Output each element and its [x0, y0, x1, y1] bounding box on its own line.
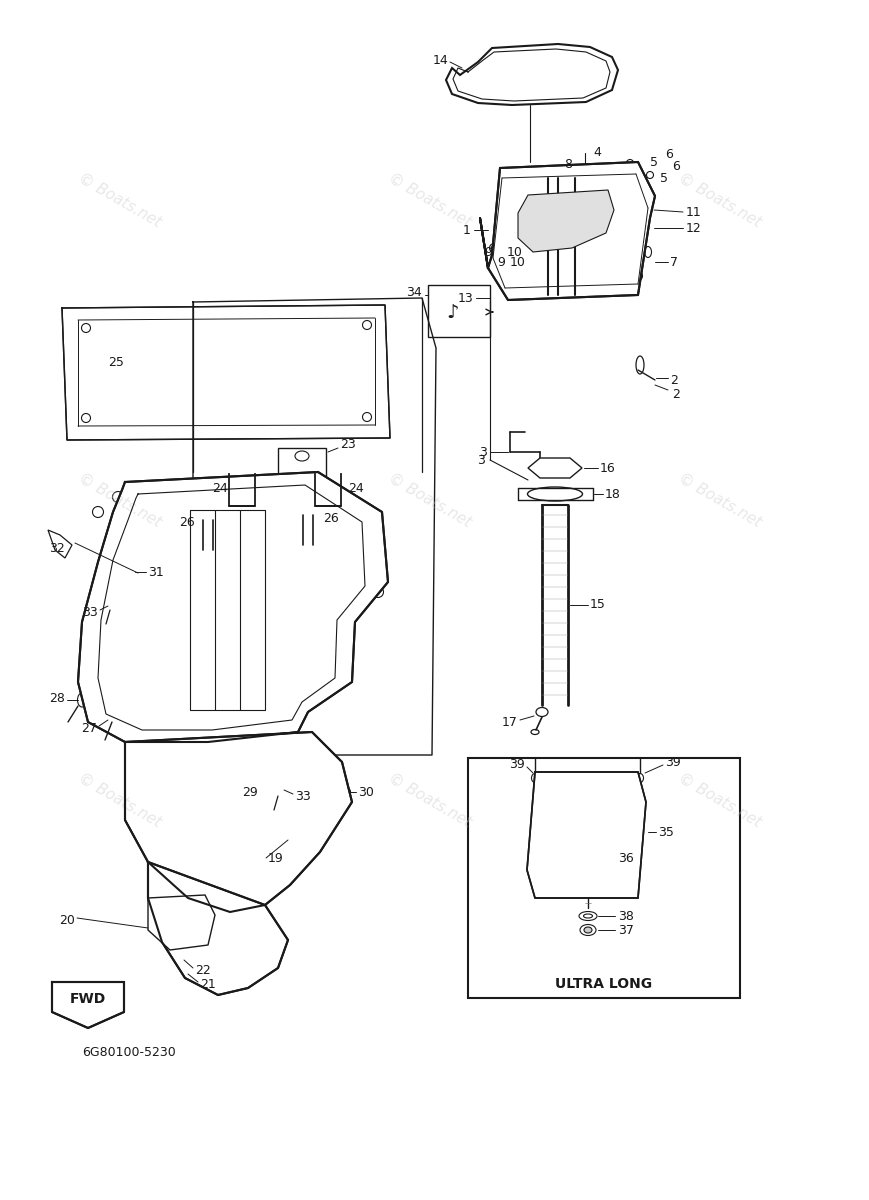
- Text: 39: 39: [509, 758, 525, 772]
- Text: 5: 5: [650, 156, 658, 168]
- Text: 18: 18: [605, 487, 620, 500]
- Text: 26: 26: [323, 511, 339, 524]
- Text: 38: 38: [618, 910, 634, 923]
- Text: ULTRA LONG: ULTRA LONG: [555, 977, 653, 991]
- Text: 24: 24: [348, 481, 364, 494]
- Text: 31: 31: [148, 565, 163, 578]
- Text: 2: 2: [672, 389, 680, 402]
- Text: 37: 37: [618, 924, 634, 936]
- Polygon shape: [480, 162, 655, 300]
- Text: © Boats.net: © Boats.net: [76, 170, 164, 230]
- Text: 6: 6: [672, 161, 680, 174]
- Text: ♪: ♪: [447, 302, 459, 322]
- Polygon shape: [48, 530, 72, 558]
- Text: 2: 2: [670, 373, 678, 386]
- Text: © Boats.net: © Boats.net: [76, 470, 164, 530]
- Text: 7: 7: [670, 256, 678, 269]
- Text: 5: 5: [660, 172, 668, 185]
- Text: 17: 17: [502, 715, 518, 728]
- Text: 4: 4: [593, 146, 600, 160]
- Text: 26: 26: [179, 516, 195, 528]
- Text: 36: 36: [618, 852, 634, 864]
- Text: 33: 33: [295, 790, 311, 803]
- Text: 22: 22: [195, 964, 211, 977]
- Text: 14: 14: [432, 54, 448, 66]
- Ellipse shape: [508, 180, 514, 186]
- Text: 6G80100-5230: 6G80100-5230: [82, 1045, 176, 1058]
- Polygon shape: [527, 772, 646, 898]
- Text: 20: 20: [59, 913, 75, 926]
- Text: © Boats.net: © Boats.net: [676, 770, 764, 830]
- Text: 27: 27: [81, 721, 97, 734]
- Text: 11: 11: [686, 205, 702, 218]
- Text: 24: 24: [212, 481, 228, 494]
- Text: 13: 13: [457, 292, 473, 305]
- Polygon shape: [446, 44, 618, 104]
- Bar: [428, 284, 490, 337]
- Polygon shape: [52, 982, 124, 1028]
- Ellipse shape: [621, 178, 627, 182]
- Polygon shape: [62, 305, 390, 440]
- Ellipse shape: [507, 277, 512, 282]
- Text: 19: 19: [268, 852, 284, 864]
- Text: © Boats.net: © Boats.net: [676, 470, 764, 530]
- Text: 16: 16: [600, 462, 616, 474]
- Text: 1: 1: [463, 223, 471, 236]
- Polygon shape: [528, 458, 582, 478]
- Polygon shape: [148, 862, 288, 995]
- Polygon shape: [148, 895, 215, 950]
- Text: 9: 9: [484, 246, 492, 258]
- Text: 9: 9: [497, 256, 505, 269]
- Text: © Boats.net: © Boats.net: [386, 770, 474, 830]
- Polygon shape: [518, 190, 614, 252]
- Text: 25: 25: [108, 355, 124, 368]
- Text: © Boats.net: © Boats.net: [386, 170, 474, 230]
- Text: 33: 33: [83, 606, 98, 618]
- Text: © Boats.net: © Boats.net: [676, 170, 764, 230]
- Text: 10: 10: [510, 256, 526, 269]
- Text: 12: 12: [686, 222, 702, 234]
- Text: 3: 3: [477, 454, 485, 467]
- Text: 6: 6: [665, 149, 673, 162]
- Text: 15: 15: [590, 599, 606, 612]
- Text: 8: 8: [564, 157, 572, 170]
- Bar: [468, 758, 740, 998]
- Text: 34: 34: [406, 286, 422, 299]
- Text: © Boats.net: © Boats.net: [386, 470, 474, 530]
- Text: 10: 10: [507, 246, 523, 258]
- Polygon shape: [78, 472, 388, 742]
- Text: 32: 32: [50, 541, 65, 554]
- Text: 23: 23: [340, 438, 355, 451]
- Text: 3: 3: [479, 445, 487, 458]
- Text: 21: 21: [200, 978, 216, 990]
- Text: FWD: FWD: [70, 992, 106, 1006]
- Ellipse shape: [640, 210, 646, 216]
- Text: 30: 30: [358, 786, 374, 798]
- Polygon shape: [125, 732, 352, 912]
- Ellipse shape: [492, 246, 496, 251]
- Text: 39: 39: [665, 756, 680, 768]
- Ellipse shape: [584, 926, 592, 934]
- Text: 35: 35: [658, 826, 673, 839]
- Ellipse shape: [635, 274, 640, 278]
- Text: 29: 29: [242, 786, 258, 798]
- Bar: [278, 448, 326, 480]
- Text: © Boats.net: © Boats.net: [76, 770, 164, 830]
- Text: 28: 28: [50, 691, 65, 704]
